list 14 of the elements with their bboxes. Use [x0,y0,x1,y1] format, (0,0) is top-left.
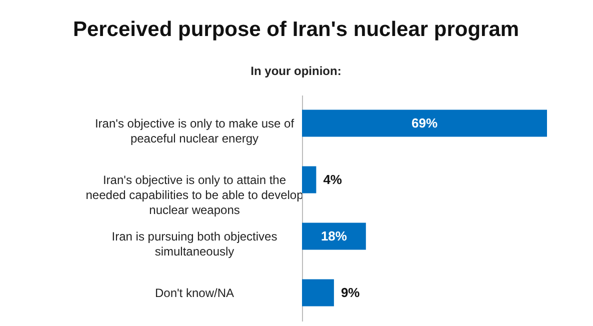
y-tick-label: Iran's objective is only to make use of peaceful nuclear energy [94,116,295,146]
data-label: 9% [340,284,360,300]
data-label: 69% [411,115,438,130]
y-tick-label: Don't know/NA [155,286,234,300]
bar [302,166,316,194]
bar [302,279,334,306]
bar [302,110,547,137]
chart-subtitle: In your opinion: [250,64,342,78]
bar [302,222,366,250]
y-tick-label: Iran is pursuing both objectives simultaneously [112,229,278,258]
data-label: 4% [323,172,342,187]
y-tick-label: Iran's objective is only to attain the needed capabilities to be able to develop nuclear weapons [86,172,304,217]
data-label: 18% [320,228,348,244]
chart-title: Perceived purpose of Iran's nuclear program [72,18,520,41]
